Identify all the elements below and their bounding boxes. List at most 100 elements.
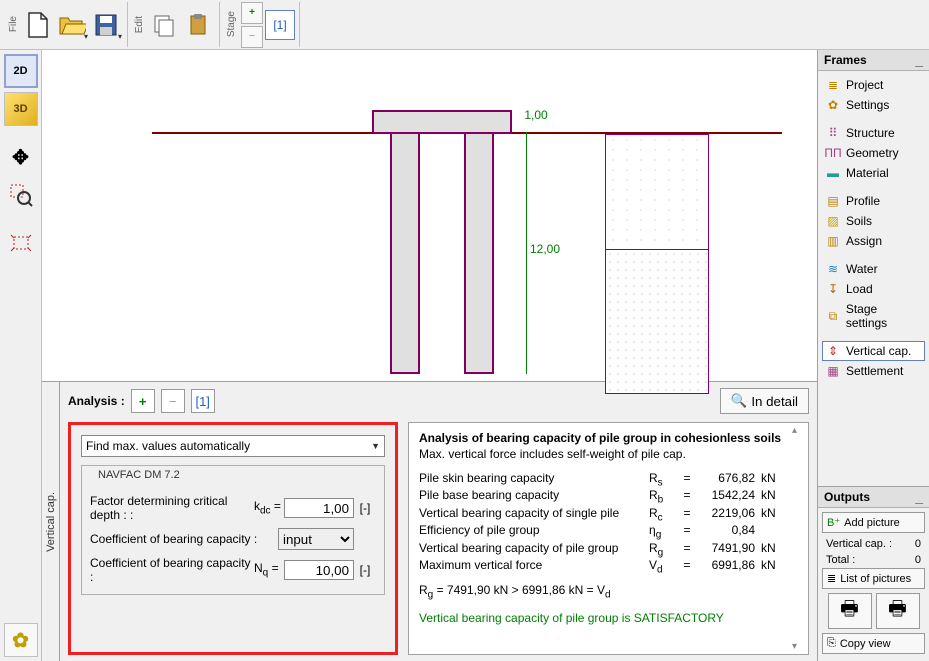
copy-icon: ⎘ (827, 637, 836, 650)
soil-column (605, 134, 709, 394)
soil-layer-2 (606, 250, 708, 395)
bottom-panel: Vertical cap. Analysis : + − [1] 🔍In det… (42, 381, 817, 661)
view-3d-button[interactable]: 3D (4, 92, 38, 126)
viewport[interactable]: 1,00 12,00 (42, 50, 817, 381)
frame-item-soils[interactable]: ▨Soils (822, 211, 925, 231)
left-toolbar: 2D 3D ✥ ✿ (0, 50, 42, 661)
results-subtitle: Max. vertical force includes self-weight… (419, 447, 798, 461)
frame-icon: ⧉ (826, 309, 840, 323)
find-max-dropdown[interactable]: Find max. values automatically (81, 435, 385, 457)
output-count-row: Total :0 (822, 552, 925, 568)
settings-gear-button[interactable]: ✿ (4, 623, 38, 657)
nq-label: Coefficient of bearing capacity : (90, 556, 254, 584)
frame-item-material[interactable]: ▬Material (822, 163, 925, 183)
stage-number-button[interactable]: [1] (265, 10, 295, 40)
analysis-label: Analysis : (68, 394, 125, 408)
frame-item-water[interactable]: ≋Water (822, 259, 925, 279)
open-file-button[interactable]: ▾ (55, 8, 89, 42)
nq-input[interactable] (284, 560, 354, 580)
file-group-label: File (6, 14, 21, 34)
printer-color-icon: 🖶 (888, 594, 907, 628)
results-title: Analysis of bearing capacity of pile gro… (419, 431, 798, 445)
analysis-remove-button[interactable]: − (161, 389, 185, 413)
result-row: Vertical bearing capacity of single pile… (419, 506, 798, 523)
stage-group-label: Stage (224, 9, 239, 39)
frame-icon: ⠿ (826, 126, 840, 140)
frame-icon: ▬ (826, 166, 840, 180)
pile-right (464, 134, 494, 374)
frame-icon: ▤ (826, 194, 840, 208)
frame-icon: ▦ (826, 364, 840, 378)
file-group: File ▾ ▾ (2, 2, 128, 47)
navfac-fieldset: NAVFAC DM 7.2 Factor determining critica… (81, 465, 385, 595)
move-tool-button[interactable]: ✥ (4, 140, 38, 174)
result-row: Pile base bearing capacityRb=1542,24kN (419, 488, 798, 505)
fit-view-button[interactable] (4, 226, 38, 260)
paste-button[interactable] (181, 8, 215, 42)
vertical-tab[interactable]: Vertical cap. (42, 382, 60, 661)
frames-header: Frames _ (818, 50, 929, 71)
zoom-tool-button[interactable] (4, 178, 38, 212)
in-detail-button[interactable]: 🔍In detail (720, 388, 809, 414)
frame-item-project[interactable]: ≣Project (822, 75, 925, 95)
outputs-header: Outputs _ (818, 487, 929, 508)
result-row: Efficiency of pile groupηg=0,84 (419, 523, 798, 540)
frame-item-load[interactable]: ↧Load (822, 279, 925, 299)
frames-minimize-button[interactable]: _ (915, 55, 923, 65)
kdc-unit: [-] (354, 501, 376, 515)
outputs-panel: Outputs _ B⁺Add picture Vertical cap. :0… (818, 486, 929, 661)
kdc-input[interactable] (284, 498, 354, 518)
fieldset-label: NAVFAC DM 7.2 (94, 469, 184, 481)
stage-group: Stage + − [1] (220, 2, 300, 47)
copy-button[interactable] (147, 8, 181, 42)
frame-icon: ≋ (826, 262, 840, 276)
result-row: Pile skin bearing capacityRs=676,82kN (419, 471, 798, 488)
scrollbar[interactable]: ▴▾ (792, 425, 806, 652)
add-picture-button[interactable]: B⁺Add picture (822, 512, 925, 533)
frame-icon: ≣ (826, 78, 840, 92)
edit-group: Edit (128, 2, 220, 47)
outputs-minimize-button[interactable]: _ (915, 492, 923, 502)
frame-item-settlement[interactable]: ▦Settlement (822, 361, 925, 381)
result-row: Maximum vertical forceVd=6991,86kN (419, 558, 798, 575)
add-stage-button[interactable]: + (241, 2, 263, 24)
right-panels: Frames _ ≣Project✿Settings ⠿StructureΠΠGe… (817, 50, 929, 661)
frame-icon: ΠΠ (826, 146, 840, 160)
kdc-var: kdc = (254, 499, 284, 516)
magnify-icon: 🔍 (731, 393, 748, 409)
dimension-horizontal: 1,00 (512, 108, 560, 122)
picture-add-icon: B⁺ (827, 516, 840, 529)
frame-item-geometry[interactable]: ΠΠGeometry (822, 143, 925, 163)
results-box: Analysis of bearing capacity of pile gro… (408, 422, 809, 655)
frame-item-structure[interactable]: ⠿Structure (822, 123, 925, 143)
save-file-button[interactable]: ▾ (89, 8, 123, 42)
list-pictures-button[interactable]: ≣List of pictures (822, 568, 925, 589)
analysis-add-button[interactable]: + (131, 389, 155, 413)
copy-view-button[interactable]: ⎘Copy view (822, 633, 925, 654)
soil-layer-1 (606, 135, 708, 250)
print-color-button[interactable]: 🖶 (876, 593, 920, 629)
frame-item-settings[interactable]: ✿Settings (822, 95, 925, 115)
new-file-button[interactable] (21, 8, 55, 42)
frame-item-vertical-cap-[interactable]: ⇕Vertical cap. (822, 341, 925, 361)
pile-cap (372, 110, 512, 134)
frame-icon: ⇕ (826, 344, 840, 358)
results-satisfactory: Vertical bearing capacity of pile group … (419, 611, 798, 625)
coef-select[interactable]: input (278, 528, 354, 550)
coef-label: Coefficient of bearing capacity : (90, 532, 278, 546)
view-2d-button[interactable]: 2D (4, 54, 38, 88)
input-parameters-box: Find max. values automatically NAVFAC DM… (68, 422, 398, 655)
frame-icon: ▨ (826, 214, 840, 228)
remove-stage-button[interactable]: − (241, 26, 263, 48)
frame-item-stage-settings[interactable]: ⧉Stage settings (822, 299, 925, 333)
frame-icon: ✿ (826, 98, 840, 112)
frame-item-profile[interactable]: ▤Profile (822, 191, 925, 211)
frame-item-assign[interactable]: ▥Assign (822, 231, 925, 251)
dimension-vertical: 12,00 (520, 132, 550, 374)
print-button[interactable]: 🖶 (828, 593, 872, 629)
analysis-stage-button[interactable]: [1] (191, 389, 215, 413)
dimension-vertical-label: 12,00 (530, 242, 560, 256)
output-count-row: Vertical cap. :0 (822, 536, 925, 552)
nq-unit: [-] (354, 563, 376, 577)
frame-icon: ↧ (826, 282, 840, 296)
